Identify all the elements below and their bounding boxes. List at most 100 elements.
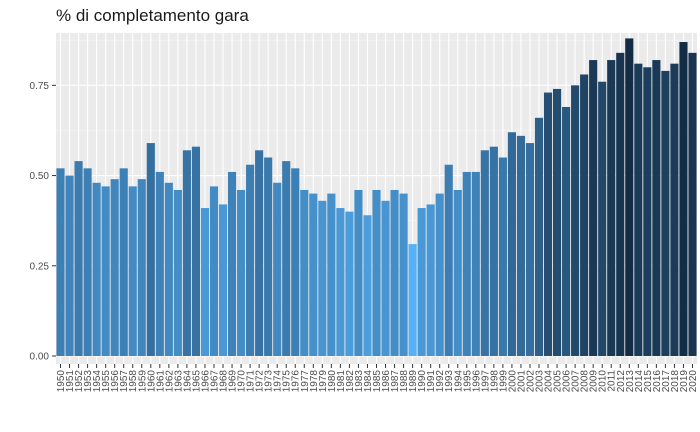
chart-title: % di completamento gara (56, 6, 249, 25)
bar-1960 (146, 143, 155, 356)
x-tick-label: 1991 (426, 370, 437, 393)
x-tick-label: 1993 (444, 370, 455, 393)
x-tick-label: 1955 (101, 370, 112, 393)
bar-1989 (408, 244, 417, 356)
x-tick-label: 1957 (119, 370, 130, 393)
bar-1976 (291, 168, 300, 356)
x-tick-label: 1951 (65, 370, 76, 393)
bar-2008 (580, 74, 589, 356)
x-tick-label: 2008 (580, 370, 591, 393)
x-tick-label: 1971 (246, 370, 257, 393)
x-tick-label: 1983 (354, 370, 365, 393)
x-tick-label: 2014 (634, 370, 645, 393)
bar-1979 (318, 200, 327, 356)
bar-2002 (525, 143, 535, 356)
bar-1951 (65, 175, 74, 356)
x-tick-label: 1966 (200, 370, 211, 393)
x-tick-label: 1975 (282, 370, 293, 393)
bar-1958 (128, 186, 137, 356)
x-tick-label: 2013 (625, 370, 636, 393)
bar-1962 (164, 182, 173, 356)
x-tick-label: 1986 (381, 370, 392, 393)
bar-1968 (218, 204, 228, 356)
x-tick-label: 1960 (146, 370, 157, 393)
x-axis: 1950195119521953195419551956195719581959… (56, 364, 699, 392)
bar-1985 (372, 189, 381, 356)
bar-1994 (453, 189, 462, 356)
bar-1986 (381, 200, 390, 356)
x-tick-label: 2007 (571, 370, 582, 393)
bar-2015 (643, 67, 652, 357)
x-tick-label: 1972 (255, 370, 266, 393)
x-tick-label: 2002 (525, 370, 536, 393)
bar-2014 (634, 63, 643, 357)
bar-2006 (562, 106, 571, 356)
x-tick-label: 2004 (544, 370, 555, 393)
bar-1972 (255, 150, 264, 356)
bar-1977 (300, 189, 309, 356)
x-tick-label: 1984 (363, 370, 374, 393)
bar-1959 (137, 179, 146, 356)
bar-1965 (191, 146, 200, 356)
bar-1980 (327, 193, 336, 356)
bar-2011 (607, 60, 616, 356)
bar-2000 (507, 132, 516, 356)
x-tick-label: 2011 (607, 370, 618, 392)
x-tick-label: 1977 (300, 370, 311, 393)
bar-1955 (101, 186, 110, 356)
bar-1973 (264, 157, 273, 356)
x-tick-label: 1952 (74, 370, 85, 393)
bar-1970 (237, 189, 246, 356)
bar-2017 (661, 70, 670, 356)
bar-1995 (462, 171, 471, 356)
x-tick-label: 1963 (173, 370, 184, 393)
x-tick-label: 2009 (589, 370, 600, 393)
bar-1975 (282, 161, 291, 356)
x-tick-label: 1999 (498, 370, 509, 393)
bar-1954 (92, 182, 101, 356)
x-tick-label: 1996 (471, 370, 482, 393)
bar-1997 (480, 150, 489, 356)
x-tick-label: 1969 (228, 370, 239, 393)
x-tick-label: 2012 (616, 370, 627, 393)
x-tick-label: 1979 (318, 370, 329, 393)
bar-1978 (309, 193, 318, 356)
bar-1957 (119, 168, 128, 356)
x-tick-label: 1982 (345, 370, 356, 393)
x-tick-label: 2020 (688, 370, 699, 393)
x-tick-label: 1978 (309, 370, 320, 393)
bar-1984 (363, 215, 372, 356)
y-axis: 0.00 0.25 0.50 0.75 (30, 81, 56, 363)
x-tick-label: 1962 (164, 370, 175, 393)
x-tick-label: 1961 (155, 370, 166, 393)
x-tick-label: 1976 (291, 370, 302, 393)
bar-1971 (246, 164, 255, 356)
x-tick-label: 1965 (191, 370, 202, 393)
bar-1956 (110, 179, 119, 356)
bar-1964 (182, 150, 191, 356)
x-tick-label: 2005 (553, 370, 564, 393)
x-tick-label: 2018 (670, 370, 681, 393)
x-tick-label: 2017 (661, 370, 672, 393)
y-tick-label: 0.50 (30, 171, 50, 182)
x-tick-label: 2006 (562, 370, 573, 393)
x-tick-label: 2000 (507, 370, 518, 393)
x-tick-label: 1959 (137, 370, 148, 393)
x-tick-label: 1968 (219, 370, 230, 393)
bar-1950 (56, 168, 65, 356)
bar-1963 (173, 189, 182, 356)
x-tick-label: 1997 (480, 370, 491, 393)
x-tick-label: 1967 (209, 370, 220, 393)
bar-1967 (209, 186, 219, 356)
bar-2010 (598, 81, 607, 356)
x-tick-label: 1985 (372, 370, 383, 393)
y-tick-label: 0.00 (30, 352, 50, 363)
x-tick-label: 1994 (453, 370, 464, 393)
x-tick-label: 1995 (462, 370, 473, 393)
bar-1974 (273, 182, 282, 356)
x-tick-label: 1950 (56, 370, 67, 393)
x-tick-label: 2019 (679, 370, 690, 393)
x-tick-label: 1980 (327, 370, 338, 393)
